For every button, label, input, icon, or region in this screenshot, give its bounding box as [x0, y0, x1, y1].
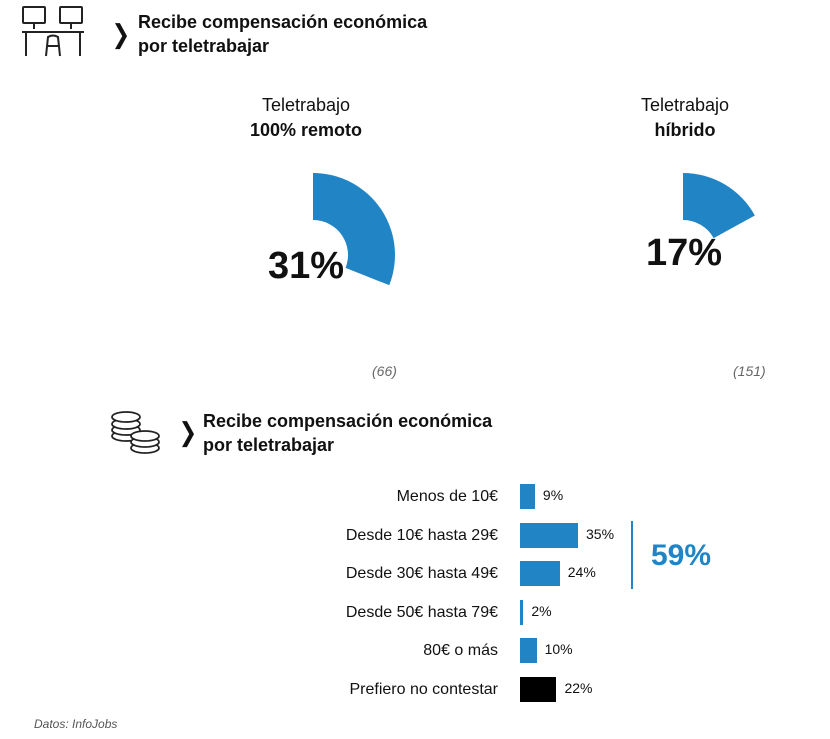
bar — [520, 522, 578, 548]
gauge-title: Teletrabajo híbrido — [585, 93, 785, 143]
bar-category-label: Desde 50€ hasta 79€ — [345, 603, 498, 621]
source-note: Datos: InfoJobs — [34, 717, 118, 731]
desks-workstations-icon — [20, 4, 86, 58]
bar-category-label: Prefiero no contestar — [349, 680, 498, 698]
bar-category-label: Menos de 10€ — [396, 488, 498, 505]
gauge-title-line2: híbrido — [654, 120, 716, 140]
gauge-title-line1: Teletrabajo — [640, 95, 730, 115]
bar-value-label: 9% — [542, 487, 564, 503]
gauge-title: Teletrabajo 100% remoto — [206, 93, 406, 143]
bar-value-label: 10% — [544, 641, 573, 657]
chevron-right-icon: ❯ — [178, 417, 198, 447]
bar-value-label: 22% — [564, 679, 593, 696]
sample-size: (66) — [372, 363, 397, 379]
bar — [520, 484, 535, 509]
chevron-right-icon: ❯ — [111, 19, 131, 49]
bar-value-label: 24% — [567, 564, 596, 580]
section-title-line2: por teletrabajar — [138, 36, 270, 56]
bar — [520, 561, 560, 586]
section-title-line2: por teletrabajar — [203, 435, 335, 455]
gauge-chart — [313, 173, 395, 286]
bracket-line — [631, 521, 633, 589]
gauge-value-label: 17% — [646, 232, 723, 274]
gauge-title-line2: 100% remoto — [249, 120, 363, 140]
section-title: Recibe compensación económica por teletr… — [138, 10, 427, 58]
bar-category-label: 80€ o más — [423, 642, 498, 659]
gauge-slice — [313, 173, 395, 286]
gauge-chart — [683, 173, 755, 239]
bar-value-label: 2% — [531, 602, 552, 619]
bracket-total-label: 59% — [651, 539, 712, 572]
bar-category-label: Desde 10€ hasta 29€ — [345, 526, 498, 544]
section-title-line1: Recibe compensación económica — [138, 12, 428, 32]
gauge-title-line1: Teletrabajo — [261, 95, 351, 115]
sample-size: (151) — [733, 363, 766, 379]
bar — [520, 599, 524, 625]
bar — [520, 676, 557, 702]
bar-category-label: Desde 30€ hasta 49€ — [345, 565, 498, 582]
bar — [520, 638, 537, 663]
bar-value-label: 35% — [586, 525, 615, 542]
coins-stack-icon — [106, 405, 166, 455]
gauge-value-label: 31% — [268, 245, 345, 287]
section-title: Recibe compensación económica por teletr… — [203, 409, 492, 457]
gauge-slice — [683, 173, 755, 239]
section-title-line1: Recibe compensación económica — [203, 411, 493, 431]
